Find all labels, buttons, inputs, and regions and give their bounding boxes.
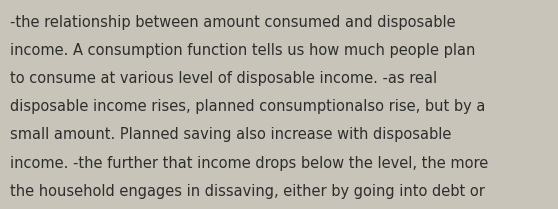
Text: income. A consumption function tells us how much people plan: income. A consumption function tells us …: [10, 43, 475, 58]
Text: to consume at various level of disposable income. -as real: to consume at various level of disposabl…: [10, 71, 437, 86]
Text: -the relationship between amount consumed and disposable: -the relationship between amount consume…: [10, 15, 456, 30]
Text: income. -the further that income drops below the level, the more: income. -the further that income drops b…: [10, 156, 488, 171]
Text: small amount. Planned saving also increase with disposable: small amount. Planned saving also increa…: [10, 127, 451, 143]
Text: disposable income rises, planned consumptionalso rise, but by a: disposable income rises, planned consump…: [10, 99, 485, 114]
Text: the household engages in dissaving, either by going into debt or: the household engages in dissaving, eith…: [10, 184, 485, 199]
